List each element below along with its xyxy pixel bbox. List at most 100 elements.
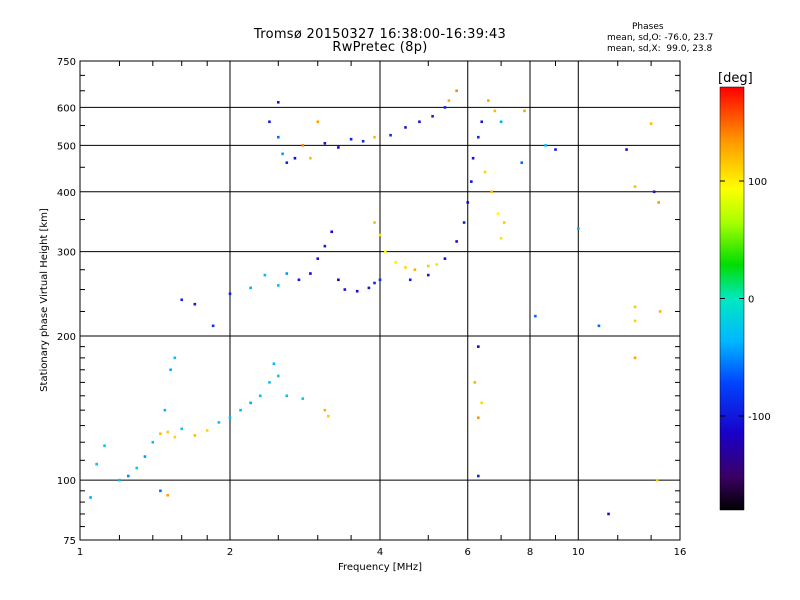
data-point [217,421,221,424]
y-tick-label: 300 [57,248,76,259]
data-point [499,120,503,124]
data-point [355,289,359,293]
data-point [361,139,365,143]
data-point [258,394,262,398]
data-point [633,305,637,309]
data-point [477,416,480,420]
phases-o-stats: mean, sd,O: -76.0, 23.7 [607,33,714,43]
data-point [633,319,637,323]
data-point [276,135,280,139]
data-point [443,106,447,109]
data-point [228,416,232,420]
data-point [389,133,392,137]
data-point [378,233,382,237]
chart-subtitle: RwPretec (8p) [332,40,428,55]
data-point [480,120,484,124]
data-point [95,462,98,466]
x-tick-label: 10 [572,547,585,558]
data-point [373,221,376,224]
data-point [316,257,320,260]
colorbar-ticks: 100 0 -100 [720,177,771,423]
data-point [327,414,330,418]
y-tick-label: 750 [57,57,76,68]
data-point [180,427,184,431]
colorbar-label: [deg] [718,71,753,86]
data-point [652,190,656,194]
data-point [477,345,480,348]
data-point [297,278,301,282]
data-point [281,152,284,156]
chart-title: Tromsø 20150327 16:38:00-16:39:43 [253,27,507,42]
data-point [301,144,305,147]
data-point [316,120,320,124]
data-point [143,455,147,458]
data-point [426,273,430,277]
data-points [89,89,662,516]
data-point [477,474,480,478]
x-tick-label: 1 [77,547,83,558]
data-point [268,381,271,384]
data-point [268,120,271,124]
grid-lines [80,61,680,540]
data-point [597,324,601,328]
data-point [408,278,412,282]
phases-x-stats: mean, sd,X: 99.0, 23.8 [607,44,713,54]
data-point [658,310,662,313]
data-point [249,401,252,405]
data-point [285,272,289,275]
data-point [404,126,407,129]
data-point [151,440,155,444]
data-point [309,272,312,275]
data-point [323,244,327,248]
data-point [337,146,340,149]
data-point [649,122,653,125]
data-point [447,99,451,102]
data-point [455,89,458,93]
data-point [126,474,130,478]
data-point [228,292,232,296]
phases-heading: Phases [632,22,664,32]
data-point [249,286,252,290]
data-point [378,278,382,282]
data-point [625,148,628,151]
data-point [435,263,439,266]
data-point [169,368,172,372]
data-point [239,408,242,412]
data-point [544,144,547,147]
data-point [285,394,289,398]
data-point [135,466,139,470]
data-point [502,221,506,224]
data-point [373,135,376,139]
data-point [466,201,470,204]
data-point [263,273,267,277]
data-point [276,284,280,287]
data-point [343,288,347,291]
data-point [462,221,466,224]
data-point [349,137,353,141]
data-point [576,227,580,230]
data-point [180,298,184,302]
data-point [301,397,305,400]
data-point [470,180,473,183]
data-point [413,268,417,272]
data-point [418,120,421,124]
x-tick-label: 6 [465,547,471,558]
x-axis-ticks: 1 2 4 6 8 10 16 [77,61,687,558]
y-axis-ticks: 75 100 200 300 400 500 600 750 [57,57,680,547]
data-point [523,109,526,113]
data-point [655,478,659,482]
colorbar-tick-label: 0 [748,295,754,306]
data-point [309,156,312,160]
data-point [455,240,458,243]
data-point [493,109,497,113]
data-point [211,324,215,328]
y-tick-label: 400 [57,188,76,199]
data-point [404,266,407,269]
data-point [330,230,334,234]
y-tick-label: 600 [57,103,76,114]
x-tick-label: 16 [674,547,687,558]
data-point [490,190,493,194]
data-point [373,281,376,285]
y-tick-label: 75 [63,536,76,547]
x-tick-label: 8 [527,547,533,558]
